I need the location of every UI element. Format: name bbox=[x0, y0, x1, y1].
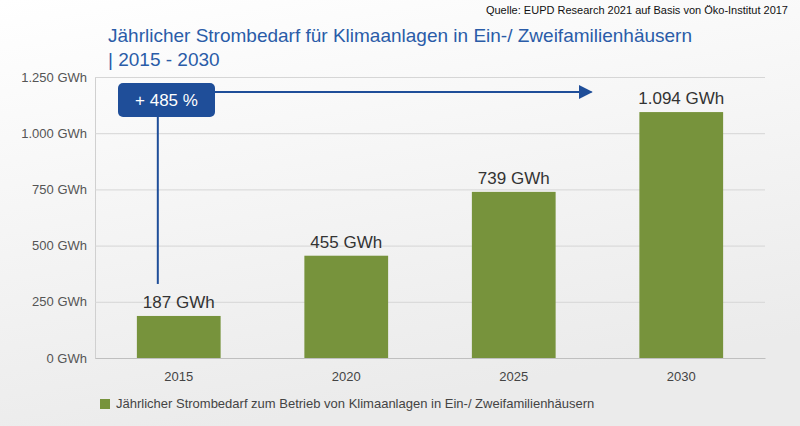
legend-swatch bbox=[100, 399, 110, 409]
grid-line bbox=[95, 358, 765, 359]
legend-label: Jährlicher Strombedarf zum Betrieb von K… bbox=[116, 396, 594, 411]
background bbox=[0, 0, 800, 426]
x-tick: 2020 bbox=[332, 358, 361, 384]
subtitle: | 2015 - 2030 bbox=[108, 49, 220, 70]
annotation-text: + 485 % bbox=[135, 91, 198, 110]
y-tick-label: 1.250 GWh bbox=[21, 70, 87, 85]
x-tick: 2030 bbox=[667, 358, 696, 384]
y-tick-label: 0 GWh bbox=[47, 351, 87, 366]
x-tick: 2025 bbox=[499, 358, 528, 384]
bar bbox=[639, 112, 723, 358]
plot: 0 GWh 250 GWh 500 GWh 750 GWh 1.000 GWh 1.250… bbox=[21, 70, 765, 385]
data-label: 455 GWh bbox=[310, 233, 382, 252]
y-tick-label: 500 GWh bbox=[32, 238, 87, 253]
y-tick-label: 250 GWh bbox=[32, 294, 87, 309]
y-axis: 0 GWh 250 GWh 500 GWh 750 GWh 1.000 GWh 1.250… bbox=[21, 70, 765, 366]
y-tick-label: 750 GWh bbox=[32, 182, 87, 197]
grid-line bbox=[95, 77, 765, 78]
y-tick: 1.250 GWh bbox=[21, 70, 765, 85]
bar bbox=[137, 316, 221, 358]
legend: Jährlicher Strombedarf zum Betrieb von K… bbox=[100, 396, 594, 411]
x-tick: 2015 bbox=[164, 358, 193, 384]
bar bbox=[304, 256, 388, 358]
bar bbox=[472, 192, 556, 358]
data-label: 187 GWh bbox=[143, 293, 215, 312]
annotation-box bbox=[118, 83, 215, 117]
x-axis: 2015 2020 2025 2030 bbox=[96, 358, 766, 384]
data-label: 739 GWh bbox=[478, 169, 550, 188]
x-tick-label: 2025 bbox=[499, 369, 528, 384]
data-label: 1.094 GWh bbox=[638, 89, 724, 108]
y-axis-line bbox=[95, 78, 96, 359]
title: Jährlicher Strombedarf für Klimaanlagen … bbox=[108, 25, 692, 46]
y-tick-label: 1.000 GWh bbox=[21, 126, 87, 141]
annotation-arrow bbox=[215, 91, 591, 93]
bars bbox=[137, 112, 723, 358]
x-tick-label: 2030 bbox=[667, 369, 696, 384]
x-axis-line bbox=[96, 358, 766, 359]
annotation-line bbox=[157, 117, 159, 284]
x-tick-label: 2020 bbox=[332, 369, 361, 384]
source: Quelle: EUPD Research 2021 auf Basis von… bbox=[486, 4, 788, 16]
chart: Quelle: EUPD Research 2021 auf Basis von… bbox=[0, 0, 800, 426]
x-tick-label: 2015 bbox=[164, 369, 193, 384]
